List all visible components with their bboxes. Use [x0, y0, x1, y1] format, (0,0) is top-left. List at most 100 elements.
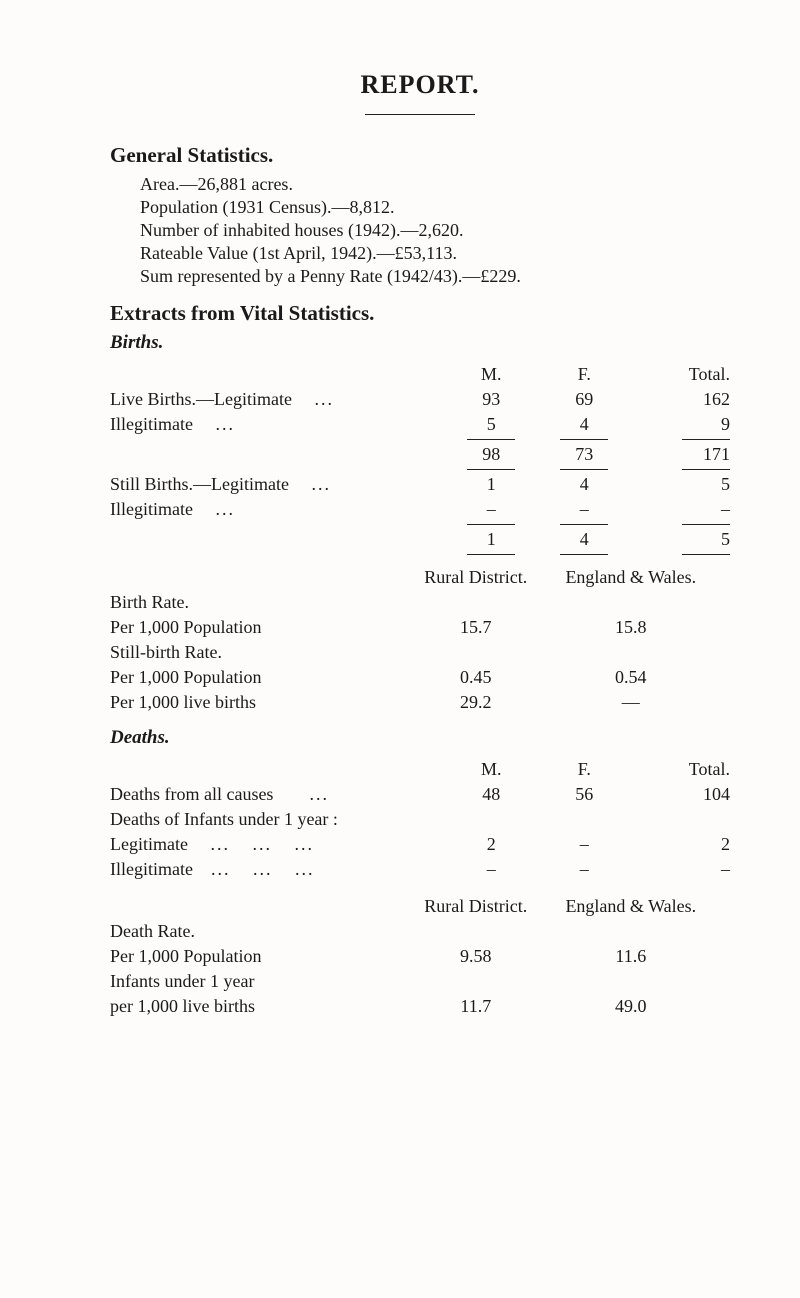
dots-icon: ... — [295, 859, 315, 879]
illeg-t: 9 — [631, 412, 730, 437]
rule-icon — [467, 524, 515, 525]
br-ew: 15.8 — [532, 615, 730, 640]
stat-population: Population (1931 Census).—8,812. — [140, 197, 730, 218]
dr-rd: 9.58 — [420, 944, 532, 969]
deaths-legit-f: – — [538, 832, 631, 857]
rule-icon — [560, 439, 608, 440]
report-title: REPORT. — [110, 70, 730, 100]
sub-t: 171 — [631, 442, 730, 467]
births-table: M. F. Total. Live Births.—Legitimate ...… — [110, 362, 730, 557]
dots-icon: ... — [252, 834, 272, 854]
stat-rateable: Rateable Value (1st April, 1942).—£53,11… — [140, 243, 730, 264]
rule-icon — [467, 439, 515, 440]
still-t: 5 — [631, 472, 730, 497]
deaths-illeg-t: – — [631, 857, 730, 882]
births-hdr-f: F. — [538, 362, 631, 387]
dots-icon: ... — [210, 834, 230, 854]
deaths-legit-t: 2 — [631, 832, 730, 857]
dots-icon: ... — [215, 499, 235, 519]
still-m: 1 — [445, 472, 538, 497]
rule-icon — [682, 469, 730, 470]
rule-icon — [682, 524, 730, 525]
dots-icon: ... — [253, 859, 273, 879]
hdr-rural-district: Rural District. — [420, 894, 532, 919]
still-illeg-t: – — [631, 497, 730, 522]
live-births-label: Live Births.—Legitimate — [110, 389, 292, 409]
deaths-all-label: Deaths from all causes — [110, 784, 273, 804]
deaths-illeg-f: – — [538, 857, 631, 882]
death-rate-label: Death Rate. — [110, 919, 420, 944]
deaths-all-f: 56 — [538, 782, 631, 807]
death-rates-table: Rural District. England & Wales. Death R… — [110, 894, 730, 1019]
deaths-hdr-f: F. — [538, 757, 631, 782]
per-1000-live-label: per 1,000 live births — [110, 994, 420, 1019]
sub-f: 73 — [538, 442, 631, 467]
still-illeg-label: Illegitimate — [110, 499, 193, 519]
still-sub-f: 4 — [538, 527, 631, 552]
rule-icon — [467, 469, 515, 470]
hdr-rural-district: Rural District. — [420, 565, 532, 590]
dots-icon: ... — [215, 414, 235, 434]
deaths-illeg-m: – — [445, 857, 538, 882]
illeg-f: 4 — [538, 412, 631, 437]
live-f: 69 — [538, 387, 631, 412]
rule-icon — [467, 554, 515, 555]
still-f: 4 — [538, 472, 631, 497]
deaths-hdr-t: Total. — [631, 757, 730, 782]
sbr-ew: 0.54 — [532, 665, 730, 690]
rule-icon — [682, 554, 730, 555]
dots-icon: ... — [314, 389, 334, 409]
still-births-label: Still Births.—Legitimate — [110, 474, 289, 494]
still-illeg-f: – — [538, 497, 631, 522]
inf-ew: 49.0 — [532, 994, 730, 1019]
dots-icon: ... — [294, 834, 314, 854]
hdr-england-wales: England & Wales. — [532, 894, 730, 919]
deaths-legit-label: Legitimate — [110, 834, 188, 854]
br-rd: 15.7 — [420, 615, 532, 640]
deaths-heading: Deaths. — [110, 727, 730, 749]
dr-per-pop-label: Per 1,000 Population — [110, 944, 420, 969]
stat-area: Area.—26,881 acres. — [140, 174, 730, 195]
still-sub-t: 5 — [631, 527, 730, 552]
rule-icon — [560, 554, 608, 555]
extracts-heading: Extracts from Vital Statistics. — [110, 301, 730, 326]
births-hdr-m: M. — [445, 362, 538, 387]
births-hdr-t: Total. — [631, 362, 730, 387]
sbr-live-ew: — — [532, 690, 730, 715]
birth-rate-label: Birth Rate. — [110, 590, 420, 615]
births-heading: Births. — [110, 332, 730, 354]
stillbirth-rate-label: Still-birth Rate. — [110, 640, 420, 665]
sbr-rd: 0.45 — [420, 665, 532, 690]
deaths-illeg-label: Illegitimate — [110, 859, 193, 879]
still-sub-m: 1 — [445, 527, 538, 552]
general-heading: General Statistics. — [110, 143, 730, 168]
dr-ew: 11.6 — [532, 944, 730, 969]
dots-icon: ... — [211, 859, 231, 879]
per-pop-label: Per 1,000 Population — [110, 615, 420, 640]
deaths-legit-m: 2 — [445, 832, 538, 857]
birth-rates-table: Rural District. England & Wales. Birth R… — [110, 565, 730, 715]
sbr-live-rd: 29.2 — [420, 690, 532, 715]
illeg-m: 5 — [445, 412, 538, 437]
deaths-all-t: 104 — [631, 782, 730, 807]
deaths-table: M. F. Total. Deaths from all causes ... … — [110, 757, 730, 882]
dots-icon: ... — [309, 784, 329, 804]
hdr-england-wales: England & Wales. — [532, 565, 730, 590]
still-illeg-m: – — [445, 497, 538, 522]
sbr-pop-label: Per 1,000 Population — [110, 665, 420, 690]
stat-penny: Sum represented by a Penny Rate (1942/43… — [140, 266, 730, 287]
rule-icon — [560, 469, 608, 470]
sub-m: 98 — [445, 442, 538, 467]
stat-houses: Number of inhabited houses (1942).—2,620… — [140, 220, 730, 241]
deaths-hdr-m: M. — [445, 757, 538, 782]
infants-label: Deaths of Infants under 1 year : — [110, 807, 730, 832]
title-rule — [365, 114, 475, 115]
inf-rd: 11.7 — [420, 994, 532, 1019]
infants-under-1-label: Infants under 1 year — [110, 969, 420, 994]
live-m: 93 — [445, 387, 538, 412]
illeg-label: Illegitimate — [110, 414, 193, 434]
dots-icon: ... — [312, 474, 332, 494]
deaths-all-m: 48 — [445, 782, 538, 807]
rule-icon — [560, 524, 608, 525]
page: REPORT. General Statistics. Area.—26,881… — [0, 0, 800, 1298]
